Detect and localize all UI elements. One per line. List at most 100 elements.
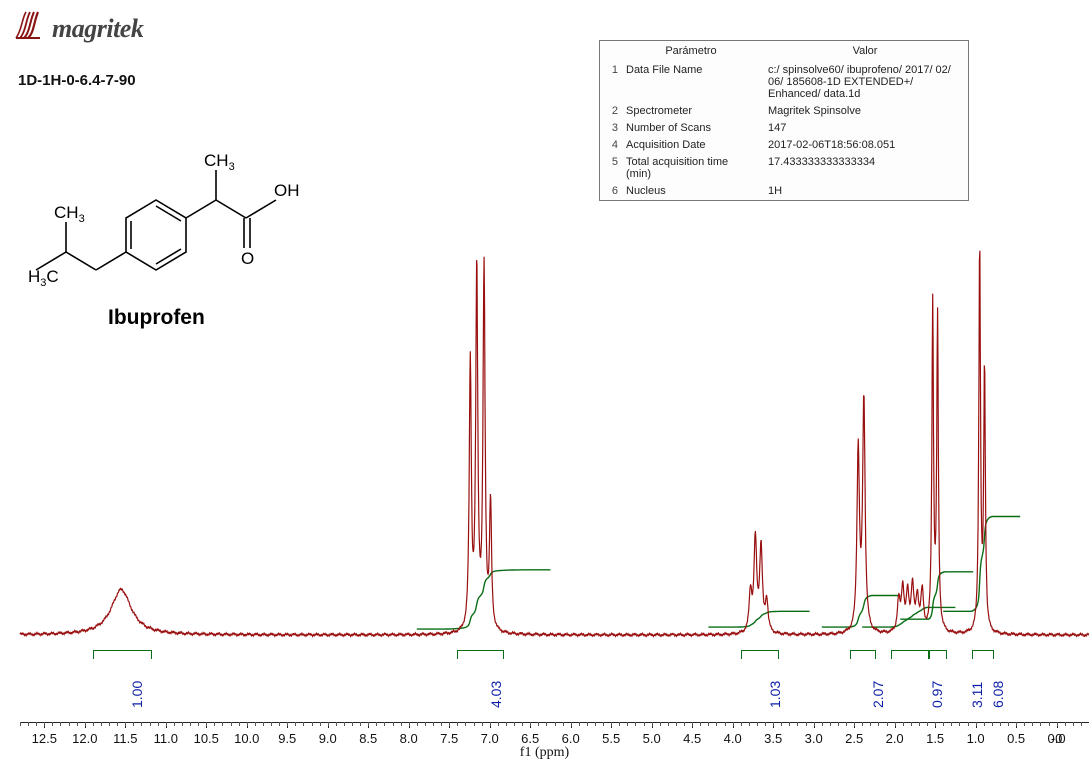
axis-minor-tick <box>384 722 385 726</box>
axis-minor-tick <box>692 722 693 726</box>
axis-minor-tick <box>725 722 726 726</box>
axis-minor-tick <box>870 722 871 726</box>
axis-minor-tick <box>263 722 264 726</box>
axis-tick-label: 4.5 <box>683 731 701 746</box>
axis-minor-tick <box>28 722 29 726</box>
axis-minor-tick <box>125 722 126 726</box>
integral-value: 3.11 <box>969 682 985 708</box>
axis-minor-tick <box>506 722 507 726</box>
axis-tick-label: 7.5 <box>440 731 458 746</box>
axis-minor-tick <box>660 722 661 726</box>
axis-tick-label: 3.0 <box>805 731 823 746</box>
axis-minor-tick <box>474 722 475 726</box>
axis-minor-tick <box>716 722 717 726</box>
axis-tick-label: 2.5 <box>845 731 863 746</box>
axis-minor-tick <box>44 722 45 726</box>
brand-logo: magritek <box>12 8 143 44</box>
axis-tick-label: 12.0 <box>72 731 97 746</box>
axis-minor-tick <box>911 722 912 726</box>
param-idx: 5 <box>600 154 620 183</box>
axis-minor-tick <box>611 722 612 726</box>
axis-minor-tick <box>644 722 645 726</box>
axis-minor-tick <box>951 722 952 726</box>
axis-tick-label: 6.5 <box>521 731 539 746</box>
axis-minor-tick <box>247 722 248 726</box>
axis-minor-tick <box>846 722 847 726</box>
axis-minor-tick <box>376 722 377 726</box>
integral-value: 6.08 <box>990 681 1006 708</box>
axis-minor-tick <box>587 722 588 726</box>
integral-trace <box>708 611 809 627</box>
axis-minor-tick <box>417 722 418 726</box>
param-row: 5Total acquisition time (min)17.43333333… <box>600 154 968 183</box>
axis-tick-label: 7.0 <box>481 731 499 746</box>
axis-minor-tick <box>1065 722 1066 726</box>
axis-minor-tick <box>352 722 353 726</box>
axis-minor-tick <box>862 722 863 726</box>
axis-minor-tick <box>141 722 142 726</box>
axis-minor-tick <box>482 722 483 726</box>
axis-minor-tick <box>546 722 547 726</box>
axis-minor-tick <box>271 722 272 726</box>
x-axis-title: f1 (ppm) <box>520 745 569 759</box>
axis-minor-tick <box>765 722 766 726</box>
axis-minor-tick <box>619 722 620 726</box>
axis-minor-tick <box>1081 722 1082 726</box>
axis-minor-tick <box>1073 722 1074 726</box>
axis-minor-tick <box>579 722 580 726</box>
axis-minor-tick <box>393 722 394 726</box>
axis-minor-tick <box>198 722 199 726</box>
axis-minor-tick <box>806 722 807 726</box>
axis-minor-tick <box>992 722 993 726</box>
axis-minor-tick <box>555 722 556 726</box>
axis-minor-tick <box>441 722 442 726</box>
axis-minor-tick <box>166 722 167 726</box>
svg-text:CH3: CH3 <box>204 151 235 173</box>
axis-minor-tick <box>676 722 677 726</box>
axis-minor-tick <box>85 722 86 726</box>
param-idx: 1 <box>600 62 620 103</box>
integral-value: 2.07 <box>870 681 886 708</box>
axis-tick-label: 1.5 <box>926 731 944 746</box>
axis-minor-tick <box>976 722 977 726</box>
axis-minor-tick <box>222 722 223 726</box>
axis-minor-tick <box>895 722 896 726</box>
axis-minor-tick <box>336 722 337 726</box>
param-header-val: Valor <box>762 41 968 62</box>
axis-minor-tick <box>700 722 701 726</box>
integral-gate <box>891 650 929 659</box>
axis-minor-tick <box>77 722 78 726</box>
axis-minor-tick <box>401 722 402 726</box>
axis-minor-tick <box>968 722 969 726</box>
integral-trace <box>822 596 901 628</box>
axis-minor-tick <box>433 722 434 726</box>
axis-minor-tick <box>425 722 426 726</box>
axis-minor-tick <box>627 722 628 726</box>
param-val: 147 <box>762 120 968 137</box>
axis-minor-tick <box>1008 722 1009 726</box>
axis-minor-tick <box>320 722 321 726</box>
axis-minor-tick <box>749 722 750 726</box>
axis-minor-tick <box>368 722 369 726</box>
axis-tick-label: 2.0 <box>886 731 904 746</box>
integral-value: 4.03 <box>488 681 504 708</box>
param-row: 3Number of Scans147 <box>600 120 968 137</box>
param-row: 4Acquisition Date2017-02-06T18:56:08.051 <box>600 137 968 154</box>
nmr-spectrum-plot: 12.512.011.511.010.510.09.59.08.58.07.57… <box>0 180 1089 759</box>
param-val: 17.433333333333334 <box>762 154 968 183</box>
axis-minor-tick <box>457 722 458 726</box>
axis-minor-tick <box>959 722 960 726</box>
axis-tick-label: 11.5 <box>113 731 137 746</box>
axis-minor-tick <box>255 722 256 726</box>
axis-minor-tick <box>571 722 572 726</box>
axis-minor-tick <box>514 722 515 726</box>
axis-minor-tick <box>652 722 653 726</box>
axis-minor-tick <box>69 722 70 726</box>
axis-minor-tick <box>295 722 296 726</box>
integral-value: 0.97 <box>929 681 945 708</box>
integral-value: 1.00 <box>129 681 145 708</box>
axis-minor-tick <box>797 722 798 726</box>
integral-gate <box>929 650 947 659</box>
axis-minor-tick <box>814 722 815 726</box>
param-val: c:/ spinsolve60/ ibuprofeno/ 2017/ 02/ 0… <box>762 62 968 103</box>
